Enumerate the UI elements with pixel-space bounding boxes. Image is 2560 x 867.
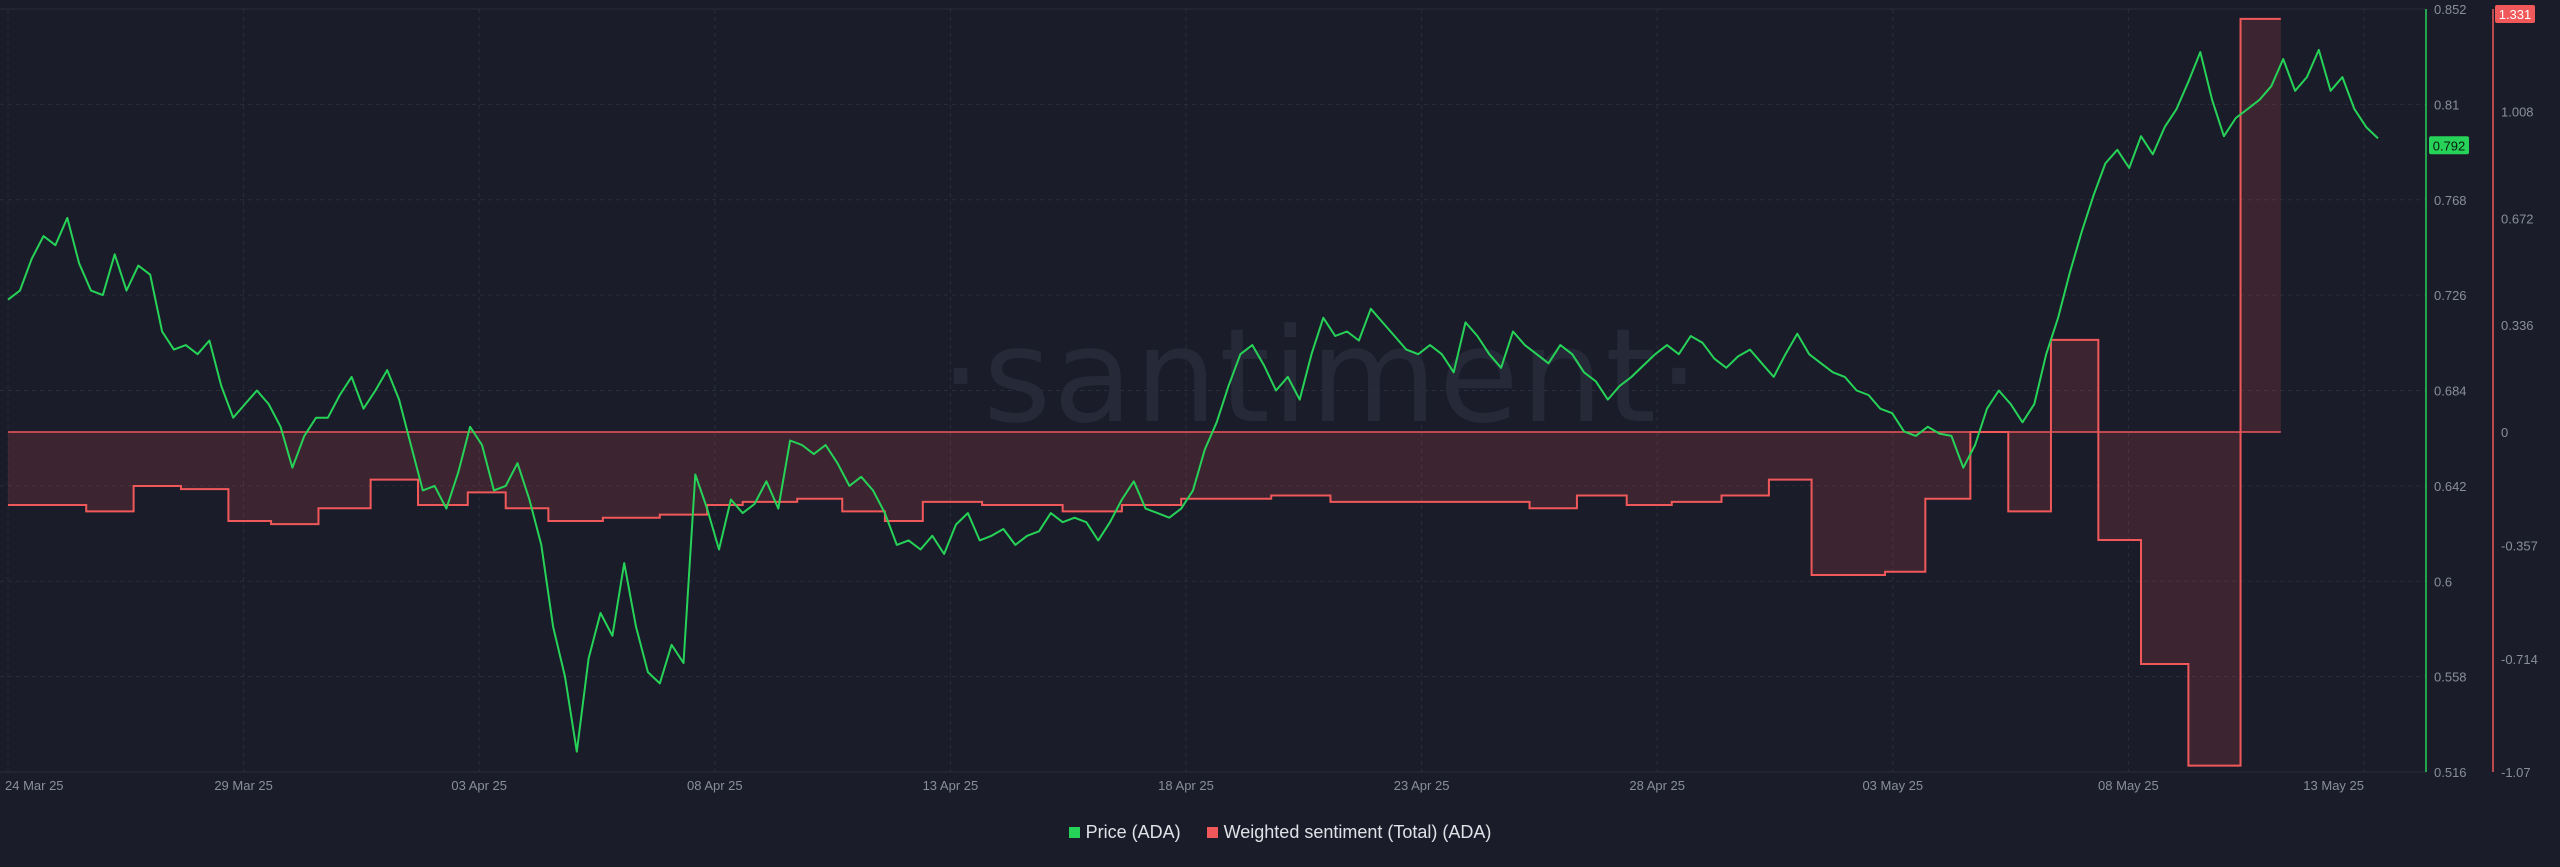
- legend-label-price: Price (ADA): [1085, 822, 1181, 842]
- x-tick-label: 03 May 25: [1862, 778, 1923, 793]
- price-tick-label: 0.516: [2434, 765, 2467, 780]
- x-tick-label: 08 Apr 25: [687, 778, 743, 793]
- x-tick-label: 08 May 25: [2098, 778, 2159, 793]
- price-tick-label: 0.81: [2434, 97, 2459, 112]
- price-tick-label: 0.852: [2434, 2, 2467, 17]
- price-tick-label: 0.558: [2434, 670, 2467, 685]
- sentiment-tick-label: 0.336: [2501, 318, 2534, 333]
- sentiment-current-value: 1.331: [2499, 7, 2532, 22]
- sentiment-tick-label: 0: [2501, 425, 2508, 440]
- legend-swatch-price: [1068, 827, 1080, 838]
- x-tick-label: 29 Mar 25: [214, 778, 273, 793]
- price-line: [7, 48, 2379, 753]
- santiment-watermark: ·santiment·: [940, 300, 1702, 452]
- price-current-value: 0.792: [2433, 138, 2466, 153]
- sentiment-tick-label: 1.008: [2501, 105, 2534, 120]
- x-tick-label: 03 Apr 25: [451, 778, 507, 793]
- price-current-badge: [2429, 136, 2469, 155]
- chart-legend: Price (ADA) Weighted sentiment (Total) (…: [0, 822, 2560, 843]
- sentiment-line: [8, 17, 2281, 767]
- price-tick-label: 0.642: [2434, 479, 2467, 494]
- sentiment-area: [8, 18, 2281, 766]
- sentiment-tick-label: -0.357: [2501, 538, 2538, 553]
- price-tick-label: 0.684: [2434, 384, 2467, 399]
- price-tick-label: 0.726: [2434, 288, 2467, 303]
- price-tick-label: 0.6: [2434, 574, 2452, 589]
- x-tick-label: 24 Mar 25: [5, 778, 64, 793]
- x-tick-label: 23 Apr 25: [1394, 778, 1450, 793]
- legend-item-sentiment[interactable]: Weighted sentiment (Total) (ADA): [1206, 822, 1492, 843]
- sentiment-current-badge: [2495, 5, 2535, 23]
- x-tick-label: 18 Apr 25: [1158, 778, 1214, 793]
- legend-swatch-sentiment: [1206, 827, 1218, 838]
- x-tick-label: 13 May 25: [2303, 778, 2364, 793]
- legend-item-price[interactable]: Price (ADA): [1068, 822, 1181, 843]
- sentiment-tick-label: -1.07: [2501, 765, 2531, 780]
- x-tick-label: 28 Apr 25: [1629, 778, 1685, 793]
- x-tick-label: 13 Apr 25: [923, 778, 979, 793]
- sentiment-tick-label: 0.672: [2501, 211, 2534, 226]
- price-tick-label: 0.768: [2434, 193, 2467, 208]
- sentiment-tick-label: -0.714: [2501, 652, 2538, 667]
- legend-label-sentiment: Weighted sentiment (Total) (ADA): [1223, 822, 1492, 842]
